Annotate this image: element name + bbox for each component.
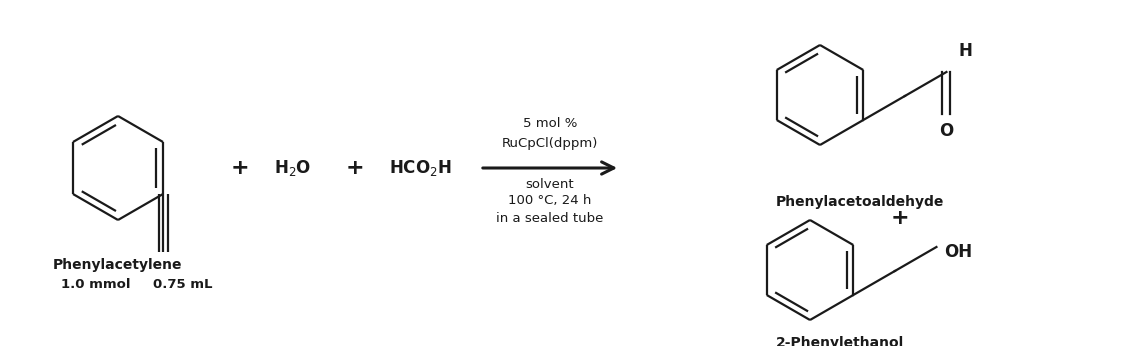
Text: 5 mol %: 5 mol % — [523, 117, 578, 130]
Text: H$_2$O: H$_2$O — [274, 158, 312, 178]
Text: H: H — [958, 42, 972, 60]
Text: +: + — [230, 158, 250, 178]
Text: 100 °C, 24 h: 100 °C, 24 h — [509, 194, 591, 207]
Text: Phenylacetoaldehyde: Phenylacetoaldehyde — [776, 195, 944, 209]
Text: +: + — [890, 208, 909, 228]
Text: +: + — [346, 158, 364, 178]
Text: Phenylacetylene: Phenylacetylene — [53, 258, 182, 272]
Text: RuCpCl(dppm): RuCpCl(dppm) — [502, 137, 598, 150]
Text: O: O — [940, 122, 953, 140]
Text: HCO$_2$H: HCO$_2$H — [388, 158, 452, 178]
Text: 2-Phenylethanol: 2-Phenylethanol — [776, 336, 904, 346]
Text: OH: OH — [944, 243, 973, 261]
Text: solvent: solvent — [526, 178, 574, 191]
Text: 1.0 mmol: 1.0 mmol — [61, 278, 131, 291]
Text: in a sealed tube: in a sealed tube — [496, 212, 604, 225]
Text: 0.75 mL: 0.75 mL — [154, 278, 213, 291]
